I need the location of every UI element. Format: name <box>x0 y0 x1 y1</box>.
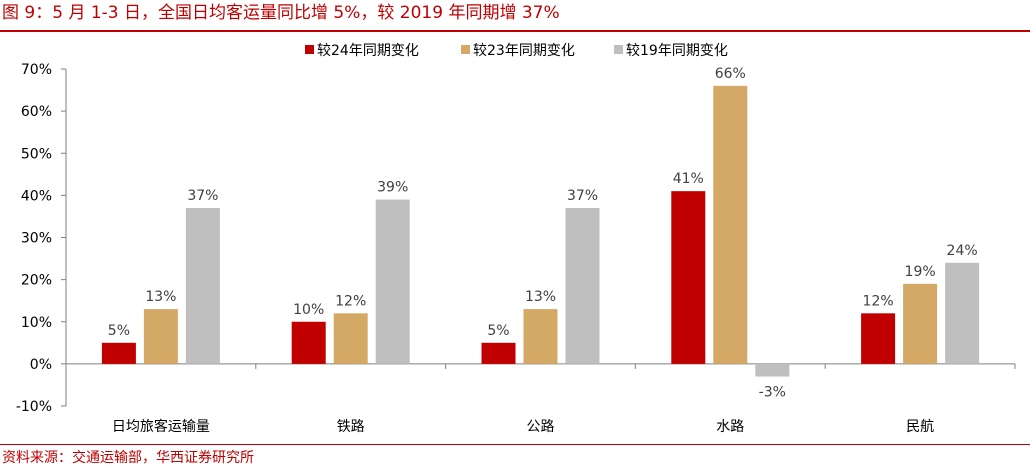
legend-swatch <box>461 45 470 54</box>
figure-title: 图 9：5 月 1-3 日，全国日均客运量同比增 5%，较 2019 年同期增 … <box>2 3 560 23</box>
title-divider <box>0 30 1030 32</box>
bar <box>945 262 980 364</box>
data-label: 13% <box>525 289 556 305</box>
y-tick-label: -10% <box>16 399 52 415</box>
bars <box>101 85 980 377</box>
bar <box>101 342 136 364</box>
x-tick-label: 民航 <box>906 419 934 435</box>
data-label: 39% <box>377 180 408 196</box>
y-tick-label: 10% <box>21 315 52 331</box>
data-label: 24% <box>947 243 978 259</box>
legend-label: 较19年同期变化 <box>626 43 728 59</box>
data-label: 66% <box>715 66 746 82</box>
data-label: 10% <box>293 302 324 318</box>
bar <box>861 313 896 364</box>
data-label: 12% <box>863 293 894 309</box>
x-axis: 日均旅客运输量 铁路 公路 水路 民航 <box>65 363 1016 435</box>
y-tick-label: 50% <box>21 146 52 162</box>
y-tick-label: 20% <box>21 273 52 289</box>
bar <box>523 309 558 364</box>
data-label: 41% <box>673 171 704 187</box>
data-label: 5% <box>108 323 130 339</box>
bar <box>185 208 220 364</box>
bar <box>143 309 178 364</box>
data-label: 37% <box>567 188 598 204</box>
legend-label: 较24年同期变化 <box>317 43 419 59</box>
legend-label: 较23年同期变化 <box>473 43 575 59</box>
data-label: 19% <box>905 264 936 280</box>
bar <box>755 363 790 377</box>
x-tick-label: 水路 <box>716 419 744 435</box>
bar <box>903 283 938 364</box>
x-tick-label: 公路 <box>527 419 555 435</box>
data-label: 12% <box>335 293 366 309</box>
data-label: 37% <box>187 188 218 204</box>
bar <box>375 199 410 364</box>
x-tick-label: 日均旅客运输量 <box>112 418 210 435</box>
bar <box>565 208 600 364</box>
legend-swatch <box>305 45 314 54</box>
y-tick-label: 30% <box>21 231 52 247</box>
data-labels: 5% 13% 37% 10% 12% 39% 5% 13% 37% 41% 66% -3% 12% 19%… <box>108 66 978 401</box>
y-tick-label: 0% <box>30 357 52 373</box>
bar <box>671 191 706 364</box>
y-tick-label: 60% <box>21 104 52 120</box>
bar <box>291 321 326 364</box>
data-label: 13% <box>145 289 176 305</box>
data-label: 5% <box>487 323 509 339</box>
source-divider <box>0 444 1030 445</box>
legend-swatch <box>614 45 623 54</box>
y-tick-label: 40% <box>21 188 52 204</box>
legend: 较24年同期变化 较23年同期变化 较19年同期变化 <box>305 43 728 59</box>
bar <box>333 313 368 364</box>
source-note: 资料来源：交通运输部，华西证券研究所 <box>2 450 254 466</box>
y-tick-label: 70% <box>21 62 52 78</box>
x-tick-label: 铁路 <box>337 419 365 435</box>
y-axis: -10% 0% 10% 20% 30% 40% 50% 60% 70% <box>16 62 67 415</box>
bar <box>481 342 516 364</box>
data-label: -3% <box>759 385 786 401</box>
bar <box>713 85 748 364</box>
